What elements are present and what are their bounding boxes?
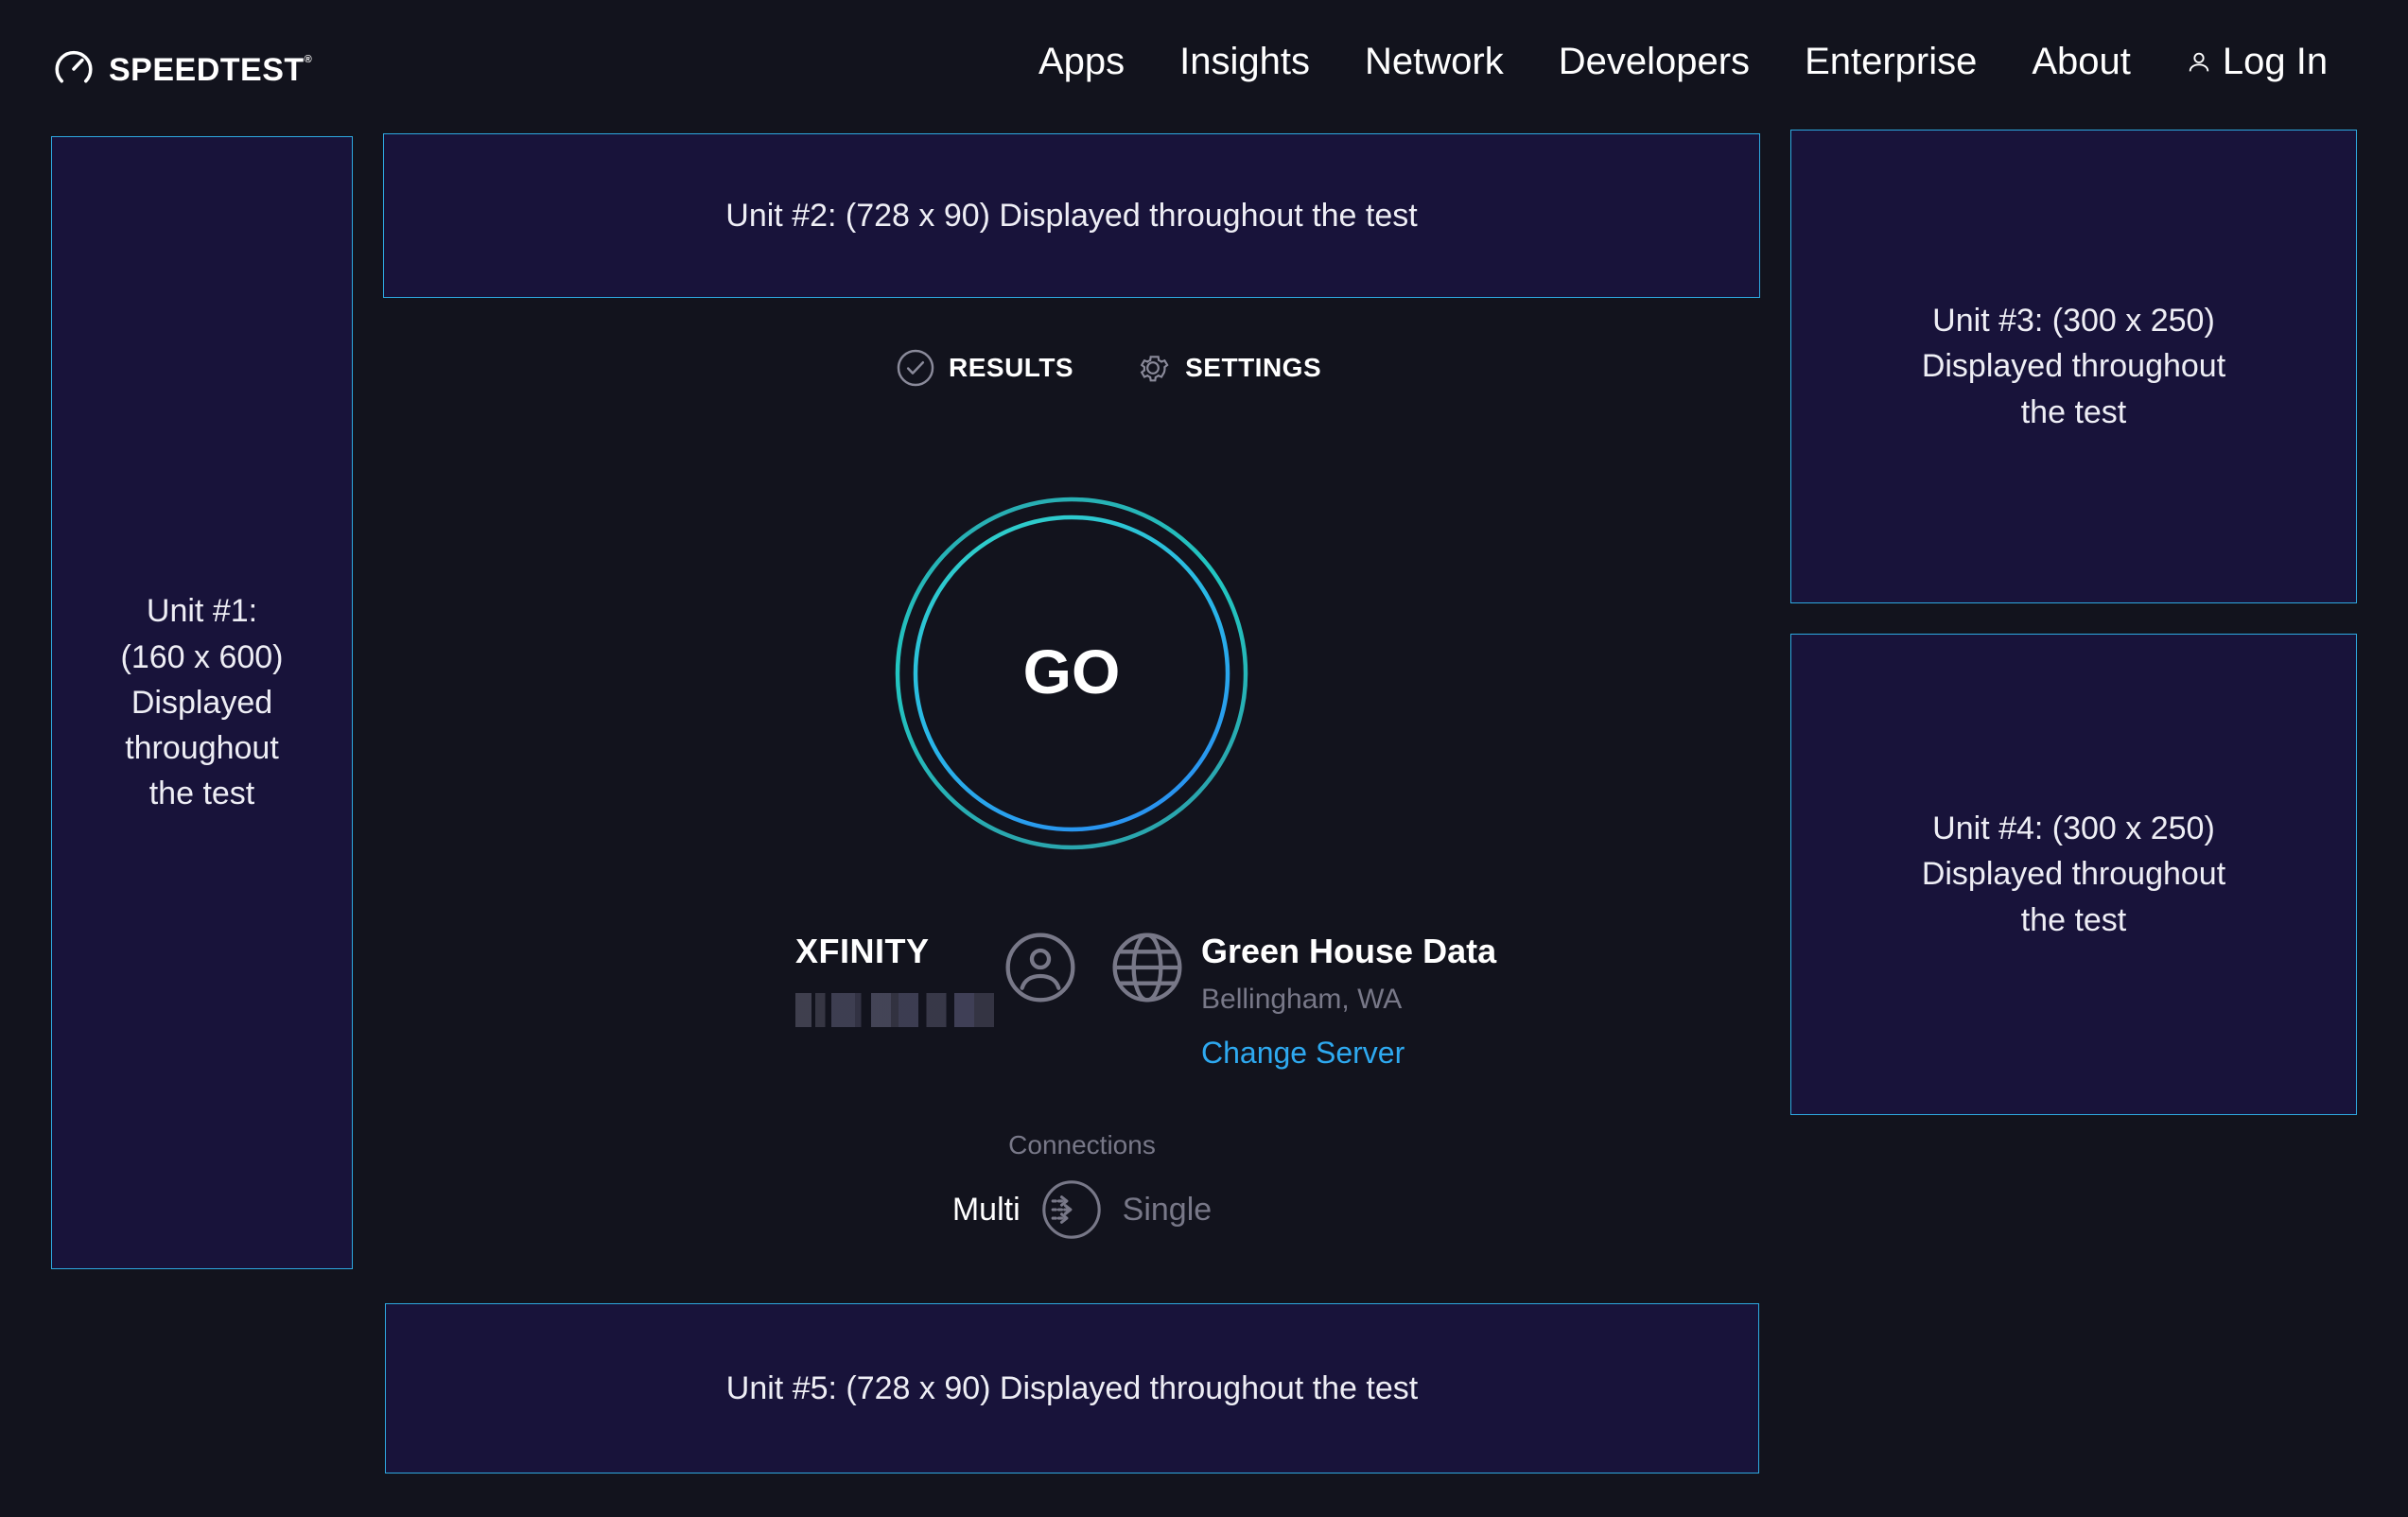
svg-text:GO: GO (1023, 636, 1121, 706)
